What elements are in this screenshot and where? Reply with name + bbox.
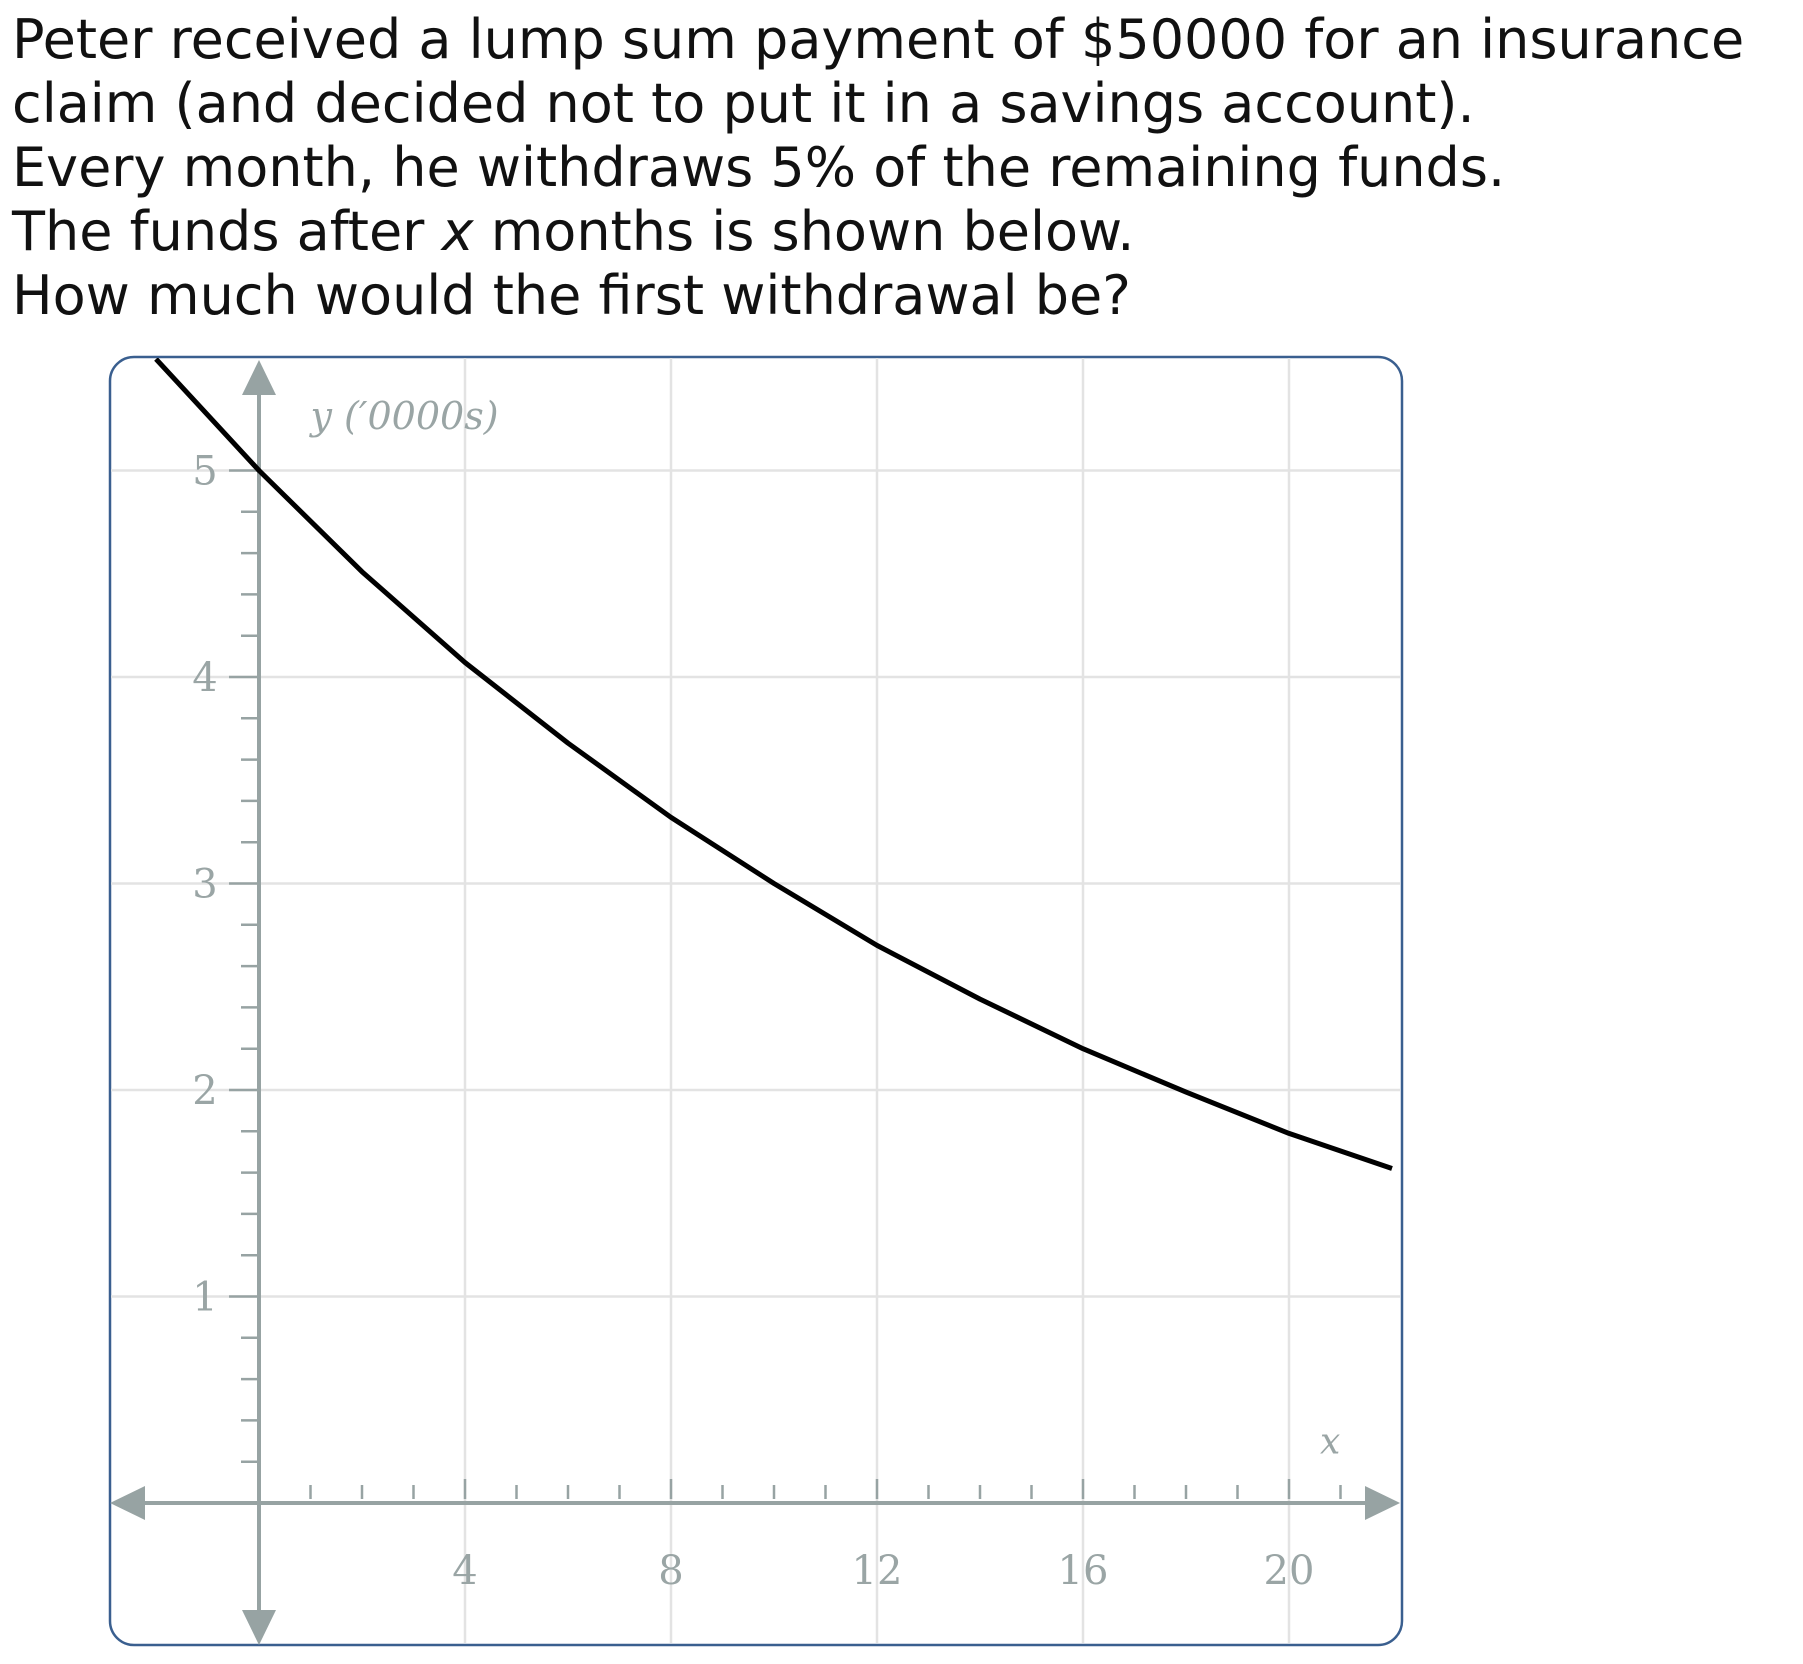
y-axis-down-arrow <box>242 1610 276 1645</box>
funds-curve <box>154 358 1393 1171</box>
question-line-3: Every month, he withdraws 5% of the rema… <box>12 136 1506 199</box>
x-axis-label: x <box>1320 1421 1340 1462</box>
y-axis-label: y (′0000s) <box>309 394 499 438</box>
question-line-2: claim (and decided not to put it in a sa… <box>12 72 1475 135</box>
question-line-4-end: months is shown below. <box>473 200 1135 263</box>
y-tick-label-0: 1 <box>192 1275 217 1321</box>
question-line-4: The funds after x months is shown below. <box>12 200 1802 264</box>
question-line-4-start: The funds after <box>12 200 442 263</box>
question-line-5: How much would the first withdrawal be? <box>12 264 1131 327</box>
x-tick-label-1: 8 <box>658 1548 683 1594</box>
graph-frame <box>108 355 1404 1647</box>
x-axis-right-arrow <box>1365 1486 1400 1520</box>
grid <box>111 358 1400 1643</box>
x-tick-label-3: 16 <box>1058 1548 1109 1594</box>
y-tick-label-1: 2 <box>192 1068 217 1114</box>
axes <box>110 360 1400 1645</box>
y-tick-label-3: 4 <box>192 655 217 701</box>
x-ticks: 4 8 12 16 20 <box>309 1479 1342 1594</box>
question-line-1: Peter received a lump sum payment of $50… <box>12 8 1745 71</box>
x-tick-label-4: 20 <box>1264 1548 1315 1594</box>
question-variable-x: x <box>441 200 474 263</box>
y-tick-label-2: 3 <box>192 862 217 908</box>
x-tick-label-0: 4 <box>452 1548 477 1594</box>
y-axis-up-arrow <box>242 360 276 395</box>
x-axis-left-arrow <box>110 1486 145 1520</box>
y-tick-label-4: 5 <box>192 449 217 495</box>
question-text: Peter received a lump sum payment of $50… <box>12 8 1802 328</box>
y-ticks: 1 2 3 4 5 <box>192 449 259 1463</box>
x-tick-label-2: 12 <box>852 1548 903 1594</box>
